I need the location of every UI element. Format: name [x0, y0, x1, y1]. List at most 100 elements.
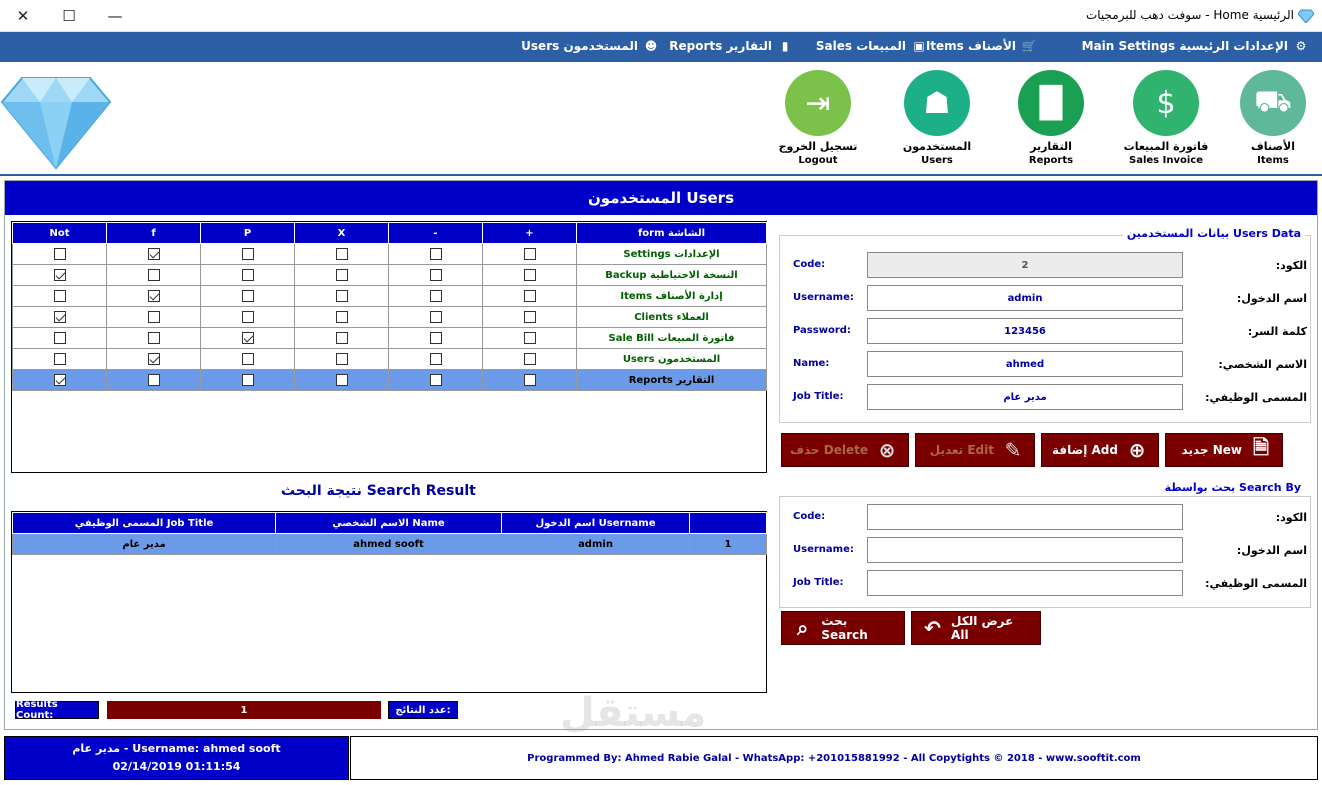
permission-checkbox[interactable] [523, 269, 536, 281]
menu-reports[interactable]: ▮ التقارير Reports [669, 39, 792, 53]
permission-checkbox[interactable] [429, 353, 442, 365]
permission-checkbox[interactable] [241, 248, 254, 260]
permission-cell [294, 285, 389, 307]
col-job-title[interactable]: المسمى الوظيفي Job Title [12, 512, 276, 534]
show-all-button[interactable]: ↶ عرض الكل All [911, 611, 1041, 645]
permission-row[interactable]: الإعدادات Settings [12, 243, 767, 265]
permission-checkbox[interactable] [241, 290, 254, 302]
permission-checkbox[interactable] [241, 269, 254, 281]
permission-checkbox[interactable] [523, 332, 536, 344]
search-input[interactable] [867, 504, 1183, 530]
search-by-group [779, 496, 1311, 608]
permission-checkbox[interactable] [429, 332, 442, 344]
permission-checkbox[interactable] [241, 311, 254, 323]
permission-checkbox[interactable] [429, 290, 442, 302]
search-input[interactable] [867, 537, 1183, 563]
minimize-window-button[interactable]: — [107, 6, 123, 25]
permission-checkbox[interactable] [147, 353, 160, 365]
permission-cell [294, 369, 389, 391]
permission-row[interactable]: النسخة الاحتياطية Backup [12, 264, 767, 286]
permission-checkbox[interactable] [335, 311, 348, 323]
permission-row[interactable]: العملاء Clients [12, 306, 767, 328]
user_data-input[interactable]: 2 [867, 252, 1183, 278]
toolbar-logout-button[interactable]: ⇥ تسجيل الخروج Logout [763, 70, 873, 166]
search-input[interactable] [867, 570, 1183, 596]
menu-users[interactable]: ☻ المستخدمون Users [521, 39, 658, 53]
col-x[interactable]: X [294, 222, 389, 244]
toolbar-reports-button[interactable]: ▐▌ التقارير Reports [996, 70, 1106, 166]
menu-sales[interactable]: ▣ المبيعات Sales [816, 39, 926, 53]
permissions-grid[interactable]: Not f P X - + form الشاشة الإعدادات Sett… [11, 221, 767, 473]
permission-row[interactable]: المستخدمون Users [12, 348, 767, 370]
permission-checkbox[interactable] [147, 374, 160, 386]
permission-row[interactable]: إدارة الأصناف Items [12, 285, 767, 307]
permission-checkbox[interactable] [523, 248, 536, 260]
toolbar-sales-invoice-button[interactable]: $ فاتورة المبيعات Sales Invoice [1111, 70, 1221, 166]
search-label-en: Code: [793, 511, 826, 522]
permission-checkbox[interactable] [335, 248, 348, 260]
col-name[interactable]: الاسم الشخصي Name [275, 512, 502, 534]
toolbar: ⛟ الأصناف Items $ فاتورة المبيعات Sales … [0, 62, 1322, 176]
result-row[interactable]: مدير عام ahmed sooft admin 1 [12, 533, 767, 555]
menu-main-settings[interactable]: ⚙ الإعدادات الرئيسية Main Settings [1082, 39, 1308, 53]
results-grid[interactable]: المسمى الوظيفي Job Title الاسم الشخصي Na… [11, 511, 767, 693]
close-window-button[interactable]: ✕ [16, 6, 30, 25]
col-plus[interactable]: + [482, 222, 577, 244]
permission-checkbox[interactable] [147, 332, 160, 344]
permission-checkbox[interactable] [523, 290, 536, 302]
user_data-input[interactable]: مدير عام [867, 384, 1183, 410]
permission-checkbox[interactable] [53, 290, 66, 302]
permission-checkbox[interactable] [241, 353, 254, 365]
col-username[interactable]: اسم الدخول Username [501, 512, 690, 534]
permission-checkbox[interactable] [335, 353, 348, 365]
permission-checkbox[interactable] [335, 332, 348, 344]
permission-checkbox[interactable] [53, 332, 66, 344]
permission-checkbox[interactable] [53, 353, 66, 365]
user_data-label-en: Code: [793, 259, 826, 270]
toolbar-users-button[interactable]: ☗ المستخدمون Users [882, 70, 992, 166]
search-button[interactable]: ⌕ بحث Search [781, 611, 905, 645]
search-result-title: نتيجة البحث Search Result [281, 483, 476, 499]
toolbar-items-button[interactable]: ⛟ الأصناف Items [1218, 70, 1322, 166]
permission-checkbox[interactable] [241, 332, 254, 344]
permission-checkbox[interactable] [523, 353, 536, 365]
permission-checkbox[interactable] [53, 311, 66, 323]
permission-checkbox[interactable] [523, 374, 536, 386]
new-button[interactable]: جديد New 🗎 [1165, 433, 1283, 467]
col-not[interactable]: Not [12, 222, 107, 244]
permission-checkbox[interactable] [429, 311, 442, 323]
permission-checkbox[interactable] [147, 290, 160, 302]
permission-checkbox[interactable] [53, 269, 66, 281]
permission-checkbox[interactable] [335, 374, 348, 386]
col-f[interactable]: f [106, 222, 201, 244]
permission-checkbox[interactable] [523, 311, 536, 323]
permission-cell [388, 264, 483, 286]
permission-checkbox[interactable] [147, 248, 160, 260]
permission-checkbox[interactable] [53, 248, 66, 260]
maximize-window-button[interactable]: ☐ [62, 6, 76, 25]
permission-checkbox[interactable] [147, 269, 160, 281]
user_data-input[interactable]: 123456 [867, 318, 1183, 344]
permission-checkbox[interactable] [429, 248, 442, 260]
user_data-input[interactable]: ahmed [867, 351, 1183, 377]
permission-cell [106, 306, 201, 328]
permission-checkbox[interactable] [241, 374, 254, 386]
permission-checkbox[interactable] [335, 269, 348, 281]
user_data-input[interactable]: admin [867, 285, 1183, 311]
delete-button[interactable]: حذف Delete ⊗ [781, 433, 909, 467]
user_data-label-en: Password: [793, 325, 851, 336]
permission-checkbox[interactable] [429, 374, 442, 386]
permission-checkbox[interactable] [429, 269, 442, 281]
col-p[interactable]: P [200, 222, 295, 244]
permission-checkbox[interactable] [53, 374, 66, 386]
edit-button[interactable]: تعديل Edit ✎ [915, 433, 1035, 467]
permission-row[interactable]: فاتورة المبيعات Sale Bill [12, 327, 767, 349]
col-index[interactable] [689, 512, 767, 534]
menu-items[interactable]: 🛒 الأصناف Items [926, 39, 1037, 53]
col-minus[interactable]: - [388, 222, 483, 244]
permission-row[interactable]: التقارير Reports [12, 369, 767, 391]
permission-checkbox[interactable] [147, 311, 160, 323]
col-form[interactable]: form الشاشة [576, 222, 767, 244]
permission-checkbox[interactable] [335, 290, 348, 302]
add-button[interactable]: إضافة Add ⊕ [1041, 433, 1159, 467]
